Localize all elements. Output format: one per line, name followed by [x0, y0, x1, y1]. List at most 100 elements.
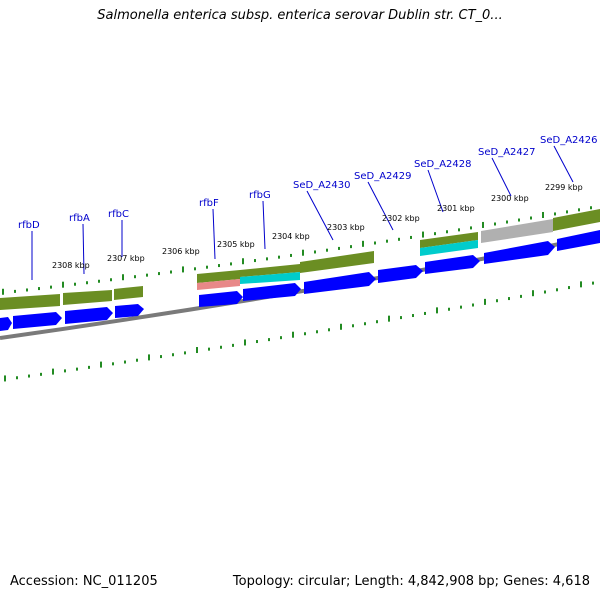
gc-skew-dot: [112, 362, 114, 366]
gc-skew-dot-track: [4, 281, 594, 382]
gene-leader-line: [82, 223, 85, 275]
gc-dot: [254, 259, 256, 263]
olive-bar: [240, 264, 300, 277]
gc-dot: [446, 230, 448, 234]
gc-dot: [74, 282, 76, 286]
gc-skew-dot: [76, 367, 78, 371]
gc-skew-dot: [244, 339, 246, 346]
gc-skew-dot: [316, 330, 318, 334]
olive-bar: [0, 294, 60, 310]
gc-skew-dot: [64, 369, 66, 373]
gc-skew-dot: [160, 355, 162, 359]
gc-dot: [590, 206, 592, 210]
gc-skew-dot: [424, 311, 426, 315]
gc-skew-dot: [208, 347, 210, 351]
gene-label-rfbD: rfbD: [18, 220, 40, 231]
gene-leader-line: [491, 157, 512, 197]
gc-skew-dot: [172, 353, 174, 357]
cds-arrow: [0, 317, 12, 331]
gc-dot: [26, 288, 28, 292]
gc-skew-dot: [412, 314, 414, 318]
gc-dot: [350, 245, 352, 249]
gc-dot: [494, 222, 496, 226]
olive-bar: [63, 290, 112, 305]
gc-skew-dot: [532, 290, 534, 297]
gc-dot: [158, 272, 160, 276]
gc-dot: [362, 240, 364, 247]
gc-dot: [50, 285, 52, 289]
gc-skew-dot: [328, 328, 330, 332]
gene-label-SeD_A2428: SeD_A2428: [414, 159, 472, 170]
gc-dot: [578, 208, 580, 212]
gc-skew-dot: [136, 358, 138, 362]
gc-dot: [62, 281, 64, 288]
gene-label-SeD_A2427: SeD_A2427: [478, 147, 536, 158]
gc-skew-dot: [16, 376, 18, 380]
scale-tick-label: 2304 kbp: [272, 232, 310, 241]
gc-dot: [326, 248, 328, 252]
topology-label: Topology: circular; Length: 4,842,908 bp…: [232, 574, 590, 589]
scale-tick-label: 2306 kbp: [162, 247, 200, 256]
gc-skew-dot: [568, 286, 570, 290]
cds-arrow: [199, 291, 243, 307]
gc-dot: [302, 249, 304, 256]
gc-dot: [242, 258, 244, 265]
scale-tick-label: 2302 kbp: [382, 214, 420, 223]
gc-skew-dot: [304, 332, 306, 336]
gc-skew-dot: [520, 294, 522, 298]
gc-skew-dot: [388, 315, 390, 322]
scale-tick-label: 2307 kbp: [107, 254, 145, 263]
gc-skew-dot: [352, 324, 354, 328]
gc-dot: [398, 237, 400, 241]
scale-tick-label: 2299 kbp: [545, 183, 583, 192]
gc-skew-dot: [28, 374, 30, 378]
gc-skew-dot: [340, 323, 342, 330]
cds-arrow: [243, 283, 301, 301]
gc-skew-dot: [4, 375, 6, 382]
scale-tick-label: 2303 kbp: [327, 223, 365, 232]
gc-dot: [122, 274, 124, 281]
gene-label-rfbA: rfbA: [69, 213, 90, 224]
gene-label-rfbF: rfbF: [199, 198, 219, 209]
gc-dot: [290, 253, 292, 257]
gc-dot: [194, 267, 196, 271]
gc-dot: [86, 281, 88, 285]
gene-label-SeD_A2426: SeD_A2426: [540, 135, 598, 146]
cds-arrow: [13, 312, 62, 329]
gc-skew-dot: [472, 303, 474, 307]
gene-label-rfbG: rfbG: [249, 190, 271, 201]
map-title: Salmonella enterica subsp. enterica sero…: [97, 8, 503, 23]
gc-dot: [506, 220, 508, 224]
gc-skew-dot: [148, 354, 150, 361]
gc-dot: [98, 279, 100, 283]
gc-skew-dot: [460, 305, 462, 309]
gc-skew-dot: [592, 281, 594, 285]
gc-dot: [134, 275, 136, 279]
gene-leader-line: [553, 145, 574, 183]
gc-dot: [230, 262, 232, 266]
gc-skew-dot: [544, 290, 546, 294]
gc-dot: [458, 228, 460, 232]
gc-dot: [518, 218, 520, 222]
olive-bar: [114, 286, 143, 300]
gene-label-SeD_A2429: SeD_A2429: [354, 171, 412, 182]
cds-arrow: [65, 307, 113, 324]
cds-arrows: [0, 230, 600, 331]
gc-skew-dot: [40, 372, 42, 376]
pink-bar: [197, 279, 240, 290]
gc-dot: [434, 232, 436, 236]
gc-skew-dot: [196, 347, 198, 354]
scale-tick-label: 2301 kbp: [437, 204, 475, 213]
gc-dot: [338, 246, 340, 250]
gc-dot: [110, 278, 112, 282]
feature-bars: [0, 209, 600, 310]
gene-leader-line: [306, 190, 334, 241]
cds-arrow: [115, 304, 144, 318]
gc-dot: [530, 216, 532, 220]
gc-dot: [410, 235, 412, 239]
gc-skew-dot: [184, 351, 186, 355]
cds-arrow: [557, 230, 600, 251]
gc-dot: [2, 288, 4, 295]
